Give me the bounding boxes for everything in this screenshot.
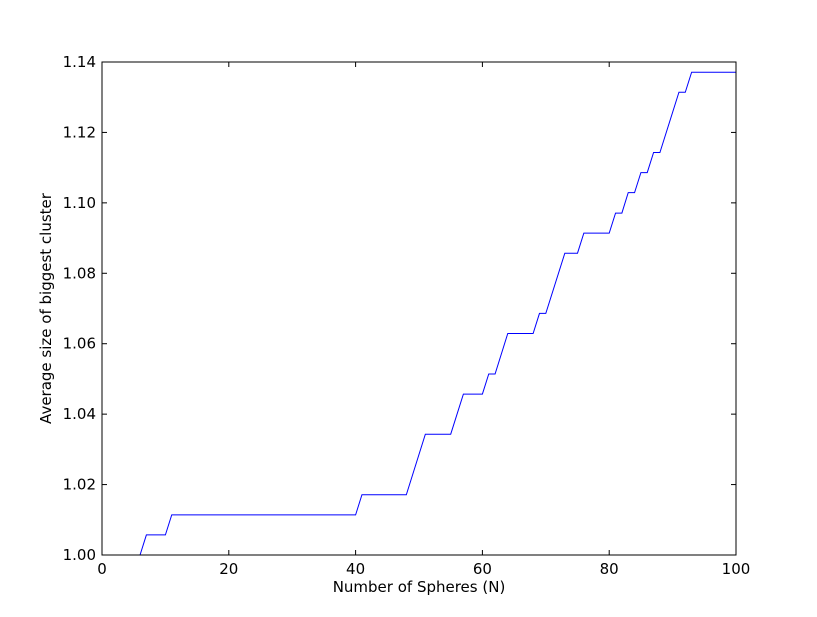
x-tick-label: 100 <box>722 560 751 578</box>
x-axis-label: Number of Spheres (N) <box>333 578 506 596</box>
x-tick-label: 40 <box>346 560 365 578</box>
plot-area <box>102 62 736 555</box>
plot-frame <box>101 61 737 556</box>
series-line-0 <box>108 71 736 556</box>
y-tick-label: 1.04 <box>63 405 96 423</box>
x-tick-label: 60 <box>473 560 492 578</box>
y-tick-label: 1.06 <box>63 335 96 353</box>
y-tick-label: 1.10 <box>63 194 96 212</box>
y-tick-label: 1.08 <box>63 264 96 282</box>
x-tick-label: 20 <box>219 560 238 578</box>
y-axis-label: Average size of biggest cluster <box>37 192 55 424</box>
y-tick-label: 1.02 <box>63 476 96 494</box>
series-layer <box>108 71 736 556</box>
y-tick-label: 1.12 <box>63 123 96 141</box>
x-tick-label: 80 <box>600 560 619 578</box>
x-tick-label: 0 <box>97 560 107 578</box>
y-tick-label: 1.00 <box>63 546 96 564</box>
y-tick-label: 1.14 <box>63 53 96 71</box>
